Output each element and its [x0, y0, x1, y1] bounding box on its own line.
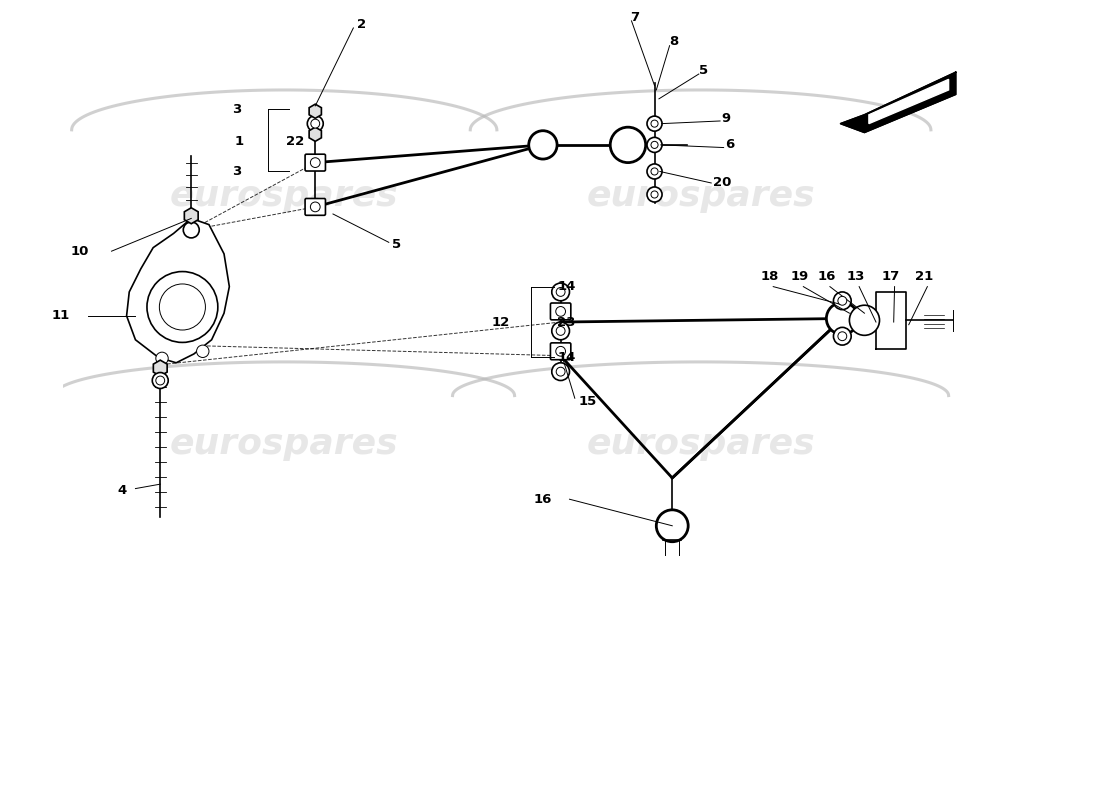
FancyBboxPatch shape: [305, 154, 326, 171]
Text: 23: 23: [557, 315, 575, 329]
Text: 14: 14: [557, 280, 575, 293]
Circle shape: [147, 271, 218, 342]
Circle shape: [156, 352, 168, 365]
Polygon shape: [153, 360, 167, 376]
Text: 1: 1: [234, 135, 243, 148]
Circle shape: [529, 130, 557, 159]
Circle shape: [156, 376, 165, 385]
Text: 22: 22: [286, 135, 305, 148]
Text: 3: 3: [232, 103, 242, 116]
Text: 2: 2: [356, 18, 366, 31]
Circle shape: [307, 116, 323, 132]
Text: 19: 19: [791, 270, 808, 283]
Text: eurospares: eurospares: [169, 427, 398, 462]
Polygon shape: [126, 218, 229, 362]
Circle shape: [310, 202, 320, 212]
Circle shape: [651, 168, 658, 175]
Text: eurospares: eurospares: [586, 179, 815, 214]
Text: 14: 14: [557, 351, 575, 364]
FancyBboxPatch shape: [550, 303, 571, 320]
Circle shape: [647, 116, 662, 131]
Circle shape: [160, 284, 206, 330]
Text: 17: 17: [882, 270, 900, 283]
Circle shape: [556, 346, 565, 356]
Text: eurospares: eurospares: [169, 179, 398, 214]
Circle shape: [610, 127, 646, 162]
Circle shape: [552, 362, 570, 381]
Text: 20: 20: [713, 177, 732, 190]
Circle shape: [184, 222, 199, 238]
Circle shape: [557, 326, 565, 335]
Circle shape: [838, 296, 847, 306]
Text: 9: 9: [722, 112, 732, 125]
Circle shape: [557, 367, 565, 376]
Text: 16: 16: [534, 493, 552, 506]
Text: 13: 13: [846, 270, 865, 283]
FancyBboxPatch shape: [305, 198, 326, 215]
Circle shape: [651, 120, 658, 127]
Text: 7: 7: [629, 11, 639, 24]
Circle shape: [651, 142, 658, 149]
Circle shape: [557, 287, 565, 296]
Text: eurospares: eurospares: [586, 427, 815, 462]
Circle shape: [849, 306, 880, 335]
Circle shape: [556, 306, 565, 316]
Circle shape: [834, 292, 851, 310]
Text: 10: 10: [72, 245, 89, 258]
Text: 5: 5: [393, 238, 402, 251]
Circle shape: [552, 283, 570, 301]
Polygon shape: [869, 79, 948, 124]
Text: 11: 11: [52, 310, 70, 322]
Polygon shape: [309, 127, 321, 142]
Circle shape: [197, 345, 209, 358]
Text: 6: 6: [725, 138, 735, 151]
Circle shape: [651, 191, 658, 198]
Circle shape: [647, 164, 662, 179]
Text: 21: 21: [915, 270, 933, 283]
Circle shape: [826, 302, 858, 334]
Text: 18: 18: [760, 270, 779, 283]
Polygon shape: [185, 208, 198, 224]
Circle shape: [647, 187, 662, 202]
Text: 8: 8: [670, 34, 679, 48]
Text: 12: 12: [492, 315, 510, 329]
Circle shape: [834, 327, 851, 345]
Text: 5: 5: [698, 64, 708, 77]
Polygon shape: [840, 72, 956, 133]
Circle shape: [657, 510, 689, 542]
FancyBboxPatch shape: [550, 343, 571, 360]
Circle shape: [152, 373, 168, 389]
Polygon shape: [309, 104, 321, 118]
Text: 4: 4: [118, 484, 127, 497]
Circle shape: [838, 332, 847, 341]
Circle shape: [310, 158, 320, 167]
Circle shape: [647, 138, 662, 153]
Circle shape: [552, 322, 570, 340]
Text: 3: 3: [232, 165, 242, 178]
Text: 15: 15: [579, 395, 596, 408]
Circle shape: [311, 119, 320, 128]
Text: 16: 16: [817, 270, 836, 283]
